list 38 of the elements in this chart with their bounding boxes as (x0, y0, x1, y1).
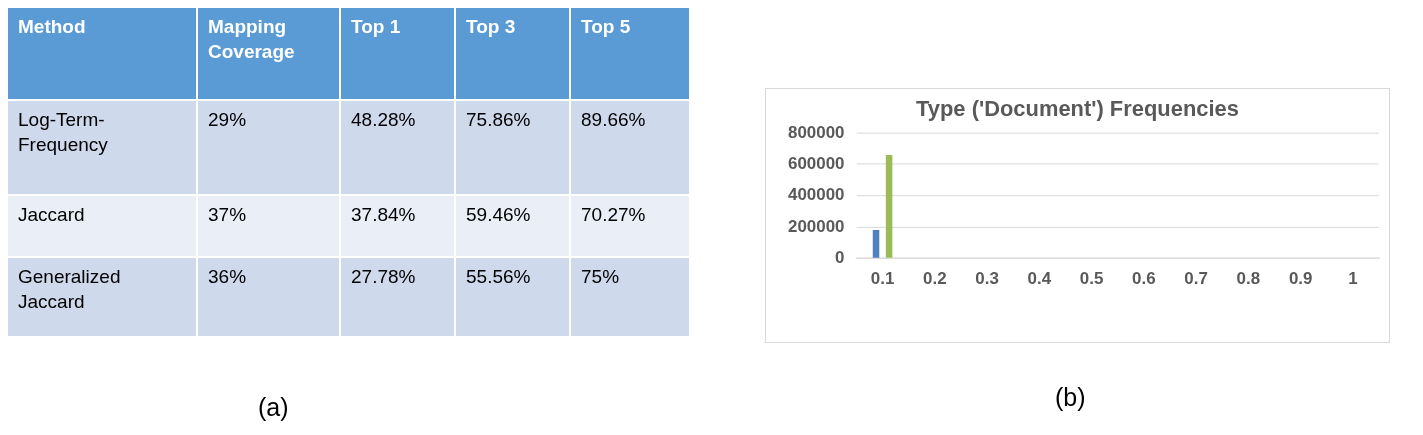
x-tick-label: 0.4 (1027, 268, 1052, 288)
category-label: Mapping Coverage (198, 8, 341, 101)
y-tick-label: 600000 (787, 154, 845, 173)
x-tick-label: 0.6 (1132, 268, 1156, 288)
text: 27.78% (351, 266, 416, 287)
text: 70.27% (581, 204, 646, 225)
category-label: Top 1 (341, 8, 456, 101)
chart-title: Type ('Document') Frequencies (916, 96, 1239, 122)
text: 36% (208, 266, 247, 287)
x-tick-label: 0.2 (923, 268, 947, 288)
text: 37.84% (351, 204, 416, 225)
x-tick-label: 0.1 (870, 268, 895, 288)
category-label: Jaccard (18, 204, 85, 225)
y-tick-label: 800000 (787, 122, 845, 142)
x-tick-label: 0.8 (1236, 268, 1261, 288)
y-tick-label: 200000 (787, 216, 845, 236)
x-tick-label: 0.9 (1288, 268, 1313, 288)
x-tick-label: 0.5 (1079, 268, 1104, 288)
x-tick-label: 1 (1348, 268, 1358, 288)
y-tick-label: 0 (835, 247, 845, 267)
text: 89.66% (581, 109, 646, 130)
category-label: Top 5 (571, 8, 691, 101)
text: 55.56% (466, 266, 531, 287)
text: 37% (208, 204, 247, 225)
category-label: Generalized Jaccard (18, 266, 121, 312)
x-tick-label: 0.3 (975, 268, 999, 288)
y-tick-label: 400000 (787, 185, 845, 205)
text: 29% (208, 109, 247, 130)
text: Method (8, 8, 198, 101)
text: 59.46% (466, 204, 531, 225)
text: 75% (581, 266, 620, 287)
x-tick-label: 0.7 (1184, 268, 1208, 288)
text: 75.86% (466, 109, 531, 130)
text: 48.28% (351, 109, 416, 130)
category-label: Log-Term-Frequency (18, 109, 108, 155)
category-label: Top 3 (456, 8, 571, 101)
text: (b) (1055, 383, 1086, 412)
text: (a) (258, 393, 289, 422)
